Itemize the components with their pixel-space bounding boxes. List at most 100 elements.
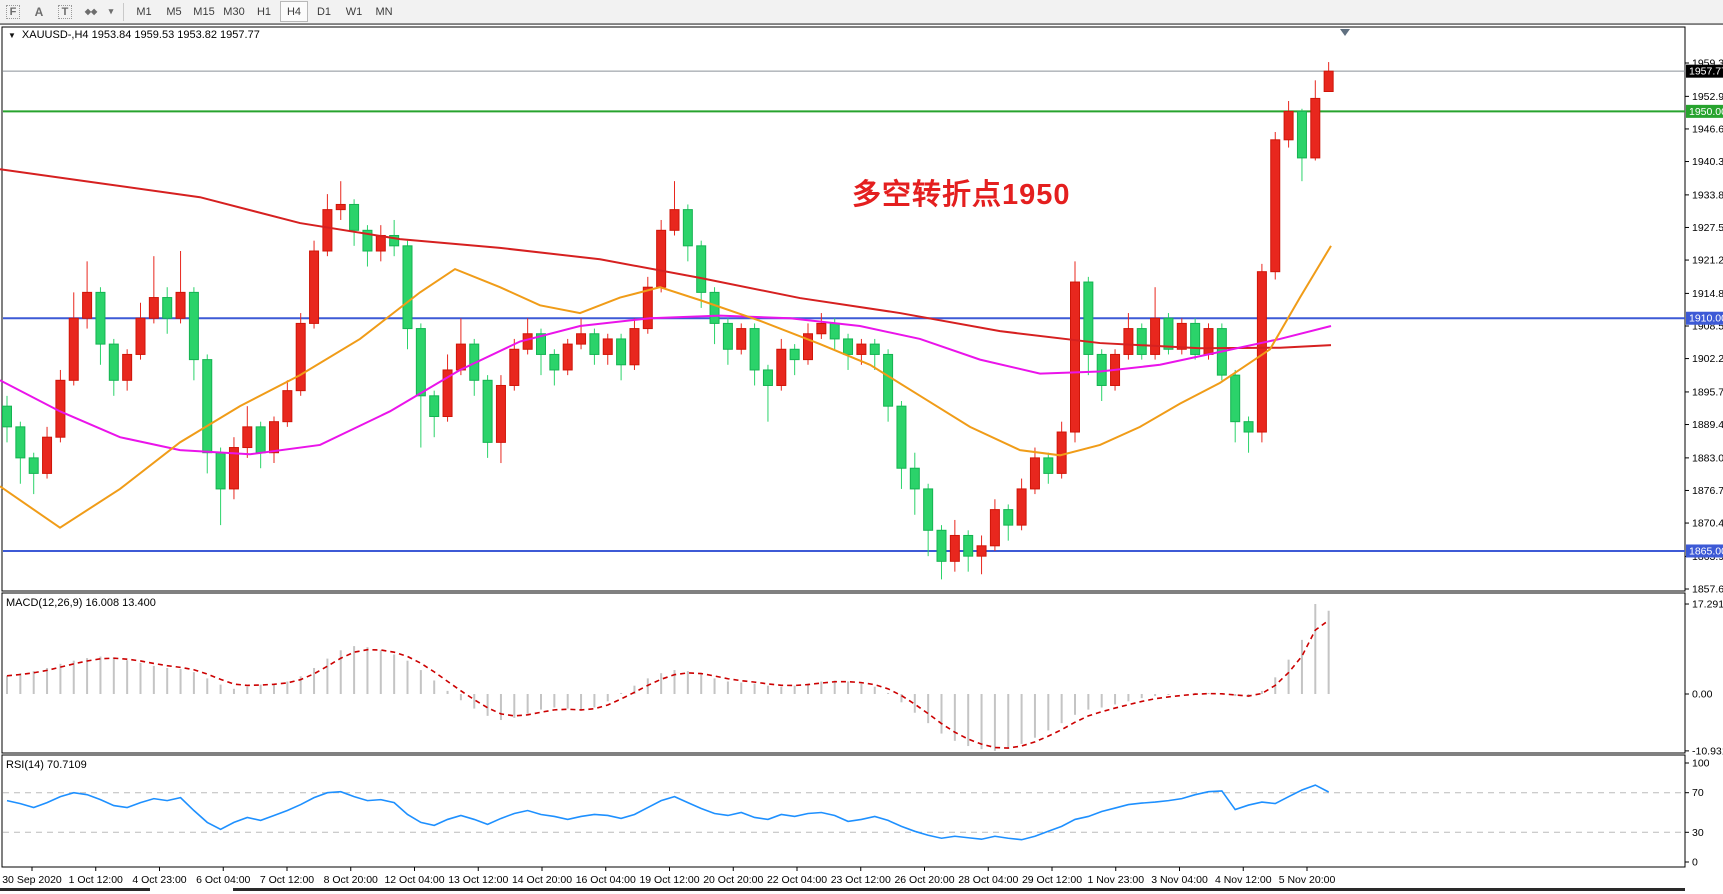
date-label: 7 Oct 12:00 [260, 874, 314, 886]
bottom-scrollbar[interactable] [0, 888, 1685, 891]
svg-text:0: 0 [1692, 857, 1698, 869]
candle-up [135, 317, 146, 355]
date-label: 4 Nov 12:00 [1215, 874, 1272, 886]
scrollbar-segment [233, 888, 1685, 891]
candle-down [709, 291, 720, 324]
timeframe-h4[interactable]: H4 [280, 1, 308, 22]
candle-down [589, 333, 600, 355]
candle-up [776, 348, 787, 386]
arrows-dropdown-icon[interactable]: ▾ [108, 6, 114, 16]
level-1865-badge [1686, 544, 1723, 558]
timeframe-m30[interactable]: M30 [223, 5, 245, 18]
candle-up [442, 369, 453, 418]
svg-text:1921.25: 1921.25 [1692, 255, 1723, 267]
svg-text:1940.30: 1940.30 [1692, 156, 1723, 168]
svg-text:1870.40: 1870.40 [1692, 518, 1723, 530]
candle-down [749, 328, 760, 371]
candle-down [829, 322, 840, 340]
candle-down [188, 291, 199, 361]
chart-annotation-text: 多空转折点1950 [852, 179, 1071, 211]
candle-down [202, 359, 213, 454]
candle-down [923, 488, 934, 531]
date-label: 29 Oct 12:00 [1022, 874, 1082, 886]
rsi-line [6, 784, 1330, 841]
candle-down [762, 369, 773, 386]
date-label: 3 Nov 04:00 [1151, 874, 1208, 886]
candle-up [816, 322, 827, 335]
candle-down [1243, 421, 1254, 433]
ma-slow-red [0, 168, 1332, 350]
fibonacci-icon[interactable]: F [2, 3, 24, 21]
svg-text:1910.00: 1910.00 [1689, 313, 1723, 325]
date-label: 8 Oct 20:00 [324, 874, 378, 886]
timeframe-mn[interactable]: MN [375, 5, 393, 18]
candle-down [1230, 374, 1241, 423]
candle-up [455, 343, 466, 371]
date-axis: 30 Sep 2020 1 Oct 12:00 4 Oct 23:00 6 Oct 0… [2, 867, 1335, 886]
price-axis: 1959.351952.901946.601940.301933.851927.… [1685, 58, 1723, 869]
scrollbar-segment [0, 888, 150, 891]
date-label: 30 Sep 2020 [2, 874, 62, 886]
text-icon[interactable]: A [34, 4, 44, 19]
candle-down [108, 343, 119, 381]
candles-layer [2, 62, 1334, 580]
chart-window[interactable]: ▼ XAUUSD-,H4 1953.84 1959.53 1953.82 1957… [0, 24, 1723, 894]
rsi-indicator-label: RSI(14) 70.7109 [6, 759, 87, 771]
candle-up [175, 291, 186, 319]
ma-mid-magenta [0, 314, 1332, 456]
date-label: 12 Oct 04:00 [384, 874, 444, 886]
svg-text:1857.65: 1857.65 [1692, 583, 1723, 595]
candle-down [896, 405, 907, 469]
date-label: 1 Oct 12:00 [69, 874, 123, 886]
timeframe-h1[interactable]: H1 [256, 5, 272, 18]
timeframe-d1[interactable]: D1 [316, 5, 332, 18]
date-label: 1 Nov 23:00 [1087, 874, 1144, 886]
svg-text:1927.55: 1927.55 [1692, 222, 1723, 234]
horizontal-lines [3, 70, 1685, 552]
candle-up [1203, 328, 1214, 355]
candle-up [1270, 139, 1281, 273]
timeframe-w1[interactable]: W1 [345, 5, 363, 18]
svg-text:1946.60: 1946.60 [1692, 123, 1723, 135]
timeframe-buttons: M1 M5 M15 M30 H1 H4 D1 W1 MN [129, 1, 399, 22]
collapse-icon[interactable]: ▼ [8, 31, 16, 40]
svg-text:0.00: 0.00 [1692, 689, 1713, 701]
svg-text:1883.00: 1883.00 [1692, 452, 1723, 464]
timeframe-m5[interactable]: M5 [166, 5, 182, 18]
timeframe-m1[interactable]: M1 [136, 5, 152, 18]
candle-up [949, 534, 960, 562]
candle-up [1150, 317, 1161, 355]
candle-down [1083, 281, 1094, 355]
candle-up [495, 384, 506, 443]
candle-down [162, 297, 173, 319]
timeframe-m15[interactable]: M15 [193, 5, 215, 18]
svg-text:1957.77: 1957.77 [1689, 66, 1723, 78]
date-label: 4 Oct 23:00 [132, 874, 186, 886]
candle-up [1056, 431, 1067, 474]
candle-down [789, 348, 800, 361]
svg-text:1876.70: 1876.70 [1692, 485, 1723, 497]
price-badges: 1957.77 1950.00 1910.00 1865.00 [1686, 64, 1723, 558]
date-label: 14 Oct 20:00 [512, 874, 572, 886]
candle-up [522, 333, 533, 350]
macd-indicator-label: MACD(12,26,9) 16.008 13.400 [6, 597, 156, 609]
candle-down [696, 245, 707, 293]
candle-up [375, 234, 386, 252]
date-label: 26 Oct 20:00 [894, 874, 954, 886]
candle-up [1029, 457, 1040, 490]
date-label: 19 Oct 12:00 [639, 874, 699, 886]
candle-down [963, 534, 974, 557]
candle-down [389, 234, 400, 247]
arrows-icon[interactable]: ◆◆ [84, 7, 98, 16]
candle-down [909, 467, 920, 490]
candle-down [415, 328, 426, 397]
svg-text:17.291: 17.291 [1692, 599, 1723, 611]
text-label-icon[interactable]: T [54, 3, 76, 21]
level-1910-badge [1686, 311, 1723, 325]
date-label: 5 Nov 20:00 [1279, 874, 1336, 886]
date-label: 28 Oct 04:00 [958, 874, 1018, 886]
svg-text:1933.85: 1933.85 [1692, 189, 1723, 201]
candle-up [1176, 322, 1187, 350]
chart-canvas[interactable]: 1959.351952.901946.601940.301933.851927.… [0, 25, 1723, 894]
candle-up [1310, 97, 1321, 159]
